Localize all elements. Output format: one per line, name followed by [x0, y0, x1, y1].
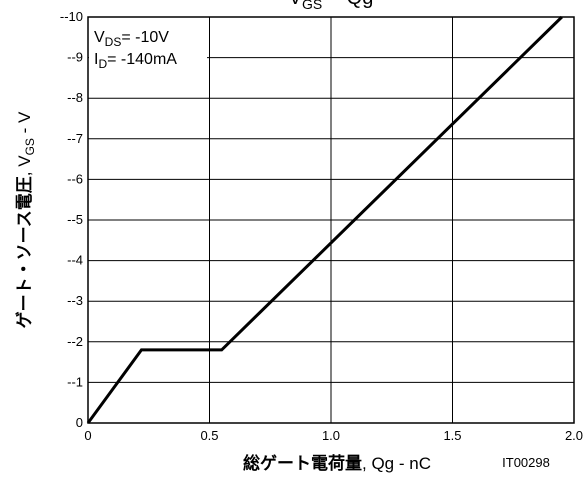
series-layer: [86, 15, 563, 424]
annotation-box: [89, 18, 207, 70]
y-tick-label: --5: [67, 212, 83, 227]
series-line: [86, 15, 563, 424]
y-tick-label: --9: [67, 50, 83, 65]
figure-code: IT00298: [502, 455, 550, 470]
y-tick-label: --10: [60, 9, 83, 24]
x-tick-label: 2.0: [565, 428, 583, 443]
x-tick-label: 1.0: [322, 428, 340, 443]
y-tick-label: --2: [67, 334, 83, 349]
x-tick-label: 0: [84, 428, 91, 443]
plot-frame: [87, 16, 575, 424]
x-axis-label: 総ゲート電荷量, Qg - nC: [243, 453, 431, 474]
y-tick-label: --4: [67, 253, 83, 268]
y-tick-label: --6: [67, 171, 83, 186]
y-tick-label: --3: [67, 293, 83, 308]
y-tick-label: --7: [67, 131, 83, 146]
y-tick-label: --8: [67, 90, 83, 105]
annotation-id: ID= -140mA: [94, 51, 177, 71]
x-tick-label: 0.5: [200, 428, 218, 443]
x-tick-labels: 0 0.5 1.0 1.5 2.0: [84, 428, 583, 443]
y-tick-label: 0: [76, 415, 83, 430]
annotation-vds: VDS= -10V: [94, 29, 169, 49]
chart-title: VGS -- Qg: [289, 0, 374, 12]
y-axis-label: ゲート・ソース電圧, VGS - V: [14, 111, 37, 328]
y-tick-label: --1: [67, 374, 83, 389]
y-tick-labels: 0 --1 --2 --3 --4 --5 --6 --7 --8 --9 --10: [60, 9, 83, 430]
x-tick-label: 1.5: [443, 428, 461, 443]
